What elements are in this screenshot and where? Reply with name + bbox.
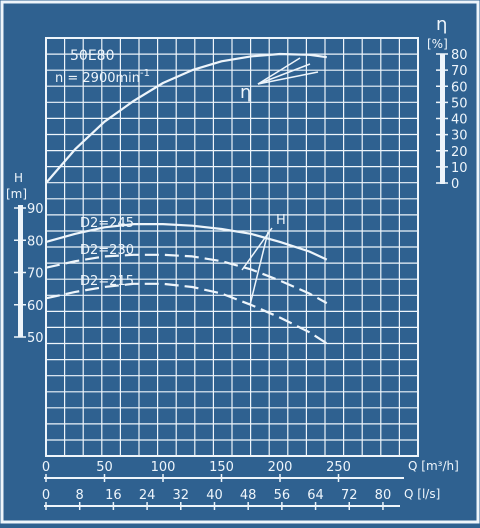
series-label: D2=245 [80, 216, 134, 231]
h-axis-ticks: 90 80 70 60 50 [14, 202, 44, 346]
ql-axis-ticks: 0 8 16 24 32 40 48 56 64 72 80 [42, 488, 391, 510]
h-tick-label: 60 [27, 299, 44, 314]
speed-label: n = 2900min-1 [55, 68, 150, 86]
h-annotation: H [241, 213, 286, 306]
ql-axis-label: Q [l/s] [404, 487, 440, 501]
ql-tick-label: 56 [274, 488, 291, 503]
eta-tick-label: 60 [451, 80, 468, 95]
ql-tick-label: 16 [105, 488, 122, 503]
ql-tick-label: 24 [139, 488, 156, 503]
q-tick-label: 0 [42, 460, 50, 475]
eta-tick-label: 40 [451, 113, 468, 128]
eta-leader-3 [257, 71, 319, 85]
head-curve-2 [45, 282, 328, 345]
ql-tick-label: 72 [341, 488, 358, 503]
eta-tick-label: 10 [451, 161, 468, 176]
eta-tick-label: 80 [451, 48, 468, 63]
ql-tick-label: 8 [76, 488, 84, 503]
head-curve-1 [45, 253, 328, 305]
q-tick-label: 50 [96, 460, 113, 475]
eta-tick-label: 70 [451, 64, 468, 79]
eta-leader-1 [257, 57, 301, 85]
eta-axis-label: ƞ [436, 14, 447, 35]
eta-axis-unit: [%] [427, 37, 448, 51]
ql-tick-label: 80 [375, 488, 392, 503]
h-tick-label: 70 [27, 267, 44, 282]
eta-tick-label: 30 [451, 129, 468, 144]
ql-tick-label: 64 [307, 488, 324, 503]
series-label: D2=215 [80, 274, 134, 289]
plot-frame [45, 37, 419, 457]
q-tick-label: 150 [209, 460, 234, 475]
h-tick-label: 50 [27, 331, 44, 346]
series-label: D2=230 [80, 243, 134, 258]
h-axis-bar [18, 205, 23, 337]
h-axis-label: H [14, 171, 23, 185]
h-tick-label: 80 [27, 234, 44, 249]
ql-tick-label: 32 [173, 488, 190, 503]
eta-annotation: ƞ [240, 57, 319, 103]
h-axis-unit: [m] [6, 187, 27, 201]
eta-leader-2 [257, 63, 311, 85]
efficiency-curve [45, 52, 327, 184]
q-tick-label: 250 [326, 460, 351, 475]
q-tick-label: 200 [268, 460, 293, 475]
q-tick-label: 100 [151, 460, 176, 475]
head-curve-0 [45, 223, 328, 261]
eta-tick-label: 20 [451, 145, 468, 160]
eta-tick-label: 0 [451, 177, 459, 192]
ql-tick-label: 48 [240, 488, 257, 503]
h-tick-label: 90 [27, 202, 44, 217]
ql-tick-label: 0 [42, 488, 50, 503]
eta-tick-label: 50 [451, 96, 468, 111]
ql-tick-label: 40 [206, 488, 223, 503]
q-axis-ticks: 0 50 100 150 200 250 [42, 460, 351, 482]
h-leader-2 [249, 231, 269, 306]
eta-annotation-label: ƞ [240, 82, 251, 103]
chart-title: 50E80 [70, 48, 114, 64]
q-axis-label: Q [m³/h] [408, 459, 459, 473]
curves: D2=245 D2=230 D2=215 [45, 52, 328, 345]
h-annotation-label: H [276, 213, 286, 228]
